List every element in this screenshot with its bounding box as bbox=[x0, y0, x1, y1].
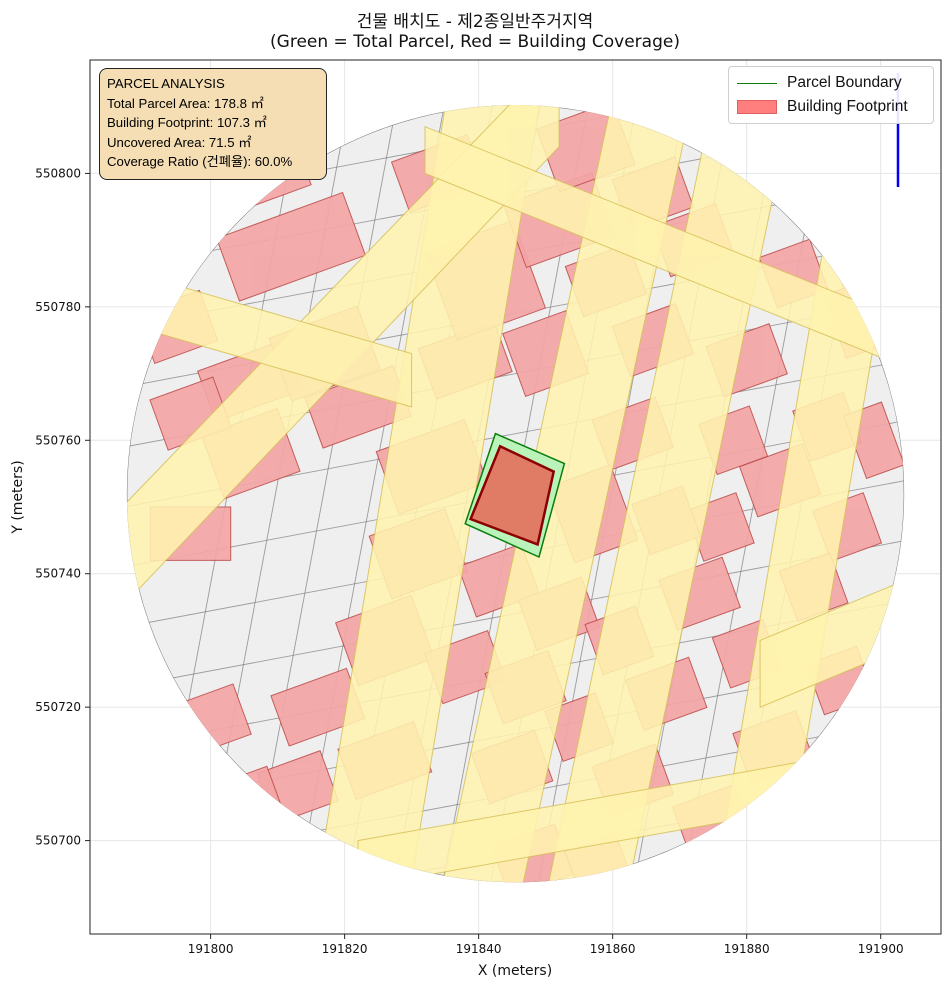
info-coverage: Coverage Ratio (건폐율): 60.0% bbox=[107, 154, 293, 169]
legend-label-parcel: Parcel Boundary bbox=[787, 74, 902, 91]
x-tick-label-4: 191880 bbox=[724, 942, 770, 956]
legend: Parcel Boundary Building Footprint bbox=[728, 66, 934, 124]
y-tick-label-5: 550800 bbox=[35, 166, 81, 180]
x-tick-label-3: 191860 bbox=[590, 942, 636, 956]
building-footprint bbox=[468, 444, 556, 547]
background-building-0 bbox=[216, 191, 367, 302]
legend-item-parcel: Parcel Boundary bbox=[737, 73, 902, 93]
y-tick-label-0: 550700 bbox=[35, 834, 81, 848]
info-uncovered: Uncovered Area: 71.5 ㎡ bbox=[107, 134, 252, 150]
x-tick-label-1: 191820 bbox=[322, 942, 368, 956]
axes-frame bbox=[89, 59, 942, 935]
parcel-analysis-box: PARCEL ANALYSIS Total Parcel Area: 178.8… bbox=[99, 68, 327, 180]
y-tick-label-3: 550760 bbox=[35, 433, 81, 447]
y-tick-label-1: 550720 bbox=[35, 700, 81, 714]
info-heading: PARCEL ANALYSIS bbox=[107, 76, 225, 91]
background-building-45 bbox=[825, 772, 896, 843]
chart-title: 건물 배치도 - 제2종일반주거지역 bbox=[356, 12, 594, 32]
x-tick-label-5: 191900 bbox=[858, 942, 904, 956]
chart-subtitle: (Green = Total Parcel, Red = Building Co… bbox=[270, 32, 680, 52]
road-1 bbox=[431, 105, 701, 883]
x-tick-label-2: 191840 bbox=[456, 942, 502, 956]
y-tick-label-2: 550740 bbox=[35, 567, 81, 581]
legend-line-swatch bbox=[737, 82, 777, 84]
y-axis-label: Y (meters) bbox=[10, 460, 26, 534]
y-tick-label-4: 550780 bbox=[35, 300, 81, 314]
legend-label-building: Building Footprint bbox=[787, 98, 908, 115]
x-axis-label: X (meters) bbox=[478, 963, 552, 979]
info-footprint: Building Footprint: 107.3 ㎡ bbox=[107, 115, 267, 130]
x-tick-label-0: 191800 bbox=[188, 942, 234, 956]
info-total-area: Total Parcel Area: 178.8 ㎡ bbox=[107, 95, 264, 111]
legend-patch-swatch bbox=[737, 100, 777, 114]
legend-item-building: Building Footprint bbox=[737, 97, 908, 117]
road-6 bbox=[424, 125, 905, 375]
